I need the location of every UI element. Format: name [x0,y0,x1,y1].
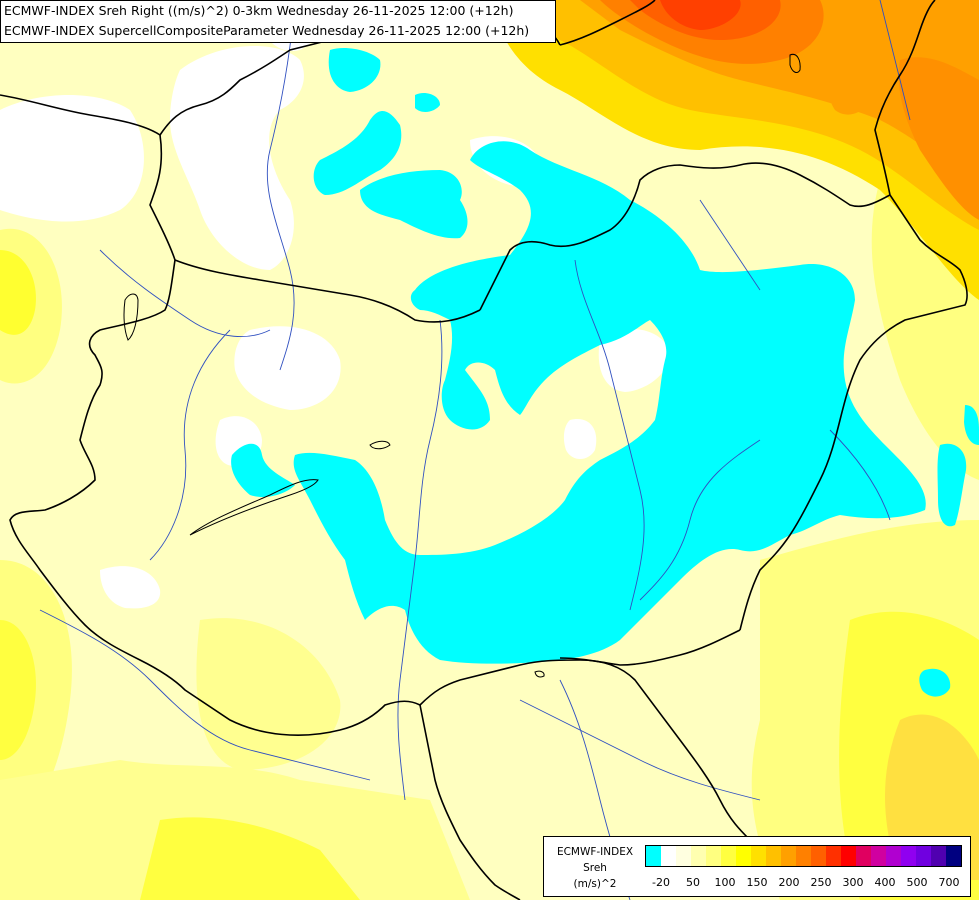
legend-variable: Sreh [583,862,607,874]
legend-color-scale [645,845,962,867]
legend-title: ECMWF-INDEX [556,846,634,858]
legend-swatch [811,846,826,866]
legend-tick-label: 400 [874,876,896,889]
yellow-field [0,180,979,900]
title-line-1: ECMWF-INDEX Sreh Right ((m/s)^2) 0-3km W… [4,3,514,18]
legend-tick-label: 100 [714,876,736,889]
legend-swatch [901,846,916,866]
map-title-box: ECMWF-INDEX Sreh Right ((m/s)^2) 0-3km W… [0,0,556,43]
legend-tick-label: 250 [810,876,832,889]
legend-tick-label: 500 [906,876,928,889]
legend-swatch [856,846,871,866]
legend-swatch [886,846,901,866]
legend-swatch [916,846,931,866]
legend-tick-label: -20 [652,876,670,889]
legend-swatch [751,846,766,866]
color-legend: ECMWF-INDEX Sreh (m/s)^2 -20 50 100 150 200 2… [543,836,971,897]
legend-swatch [691,846,706,866]
legend-swatch [676,846,691,866]
legend-tick-label: 300 [842,876,864,889]
legend-swatch [736,846,751,866]
legend-swatch [766,846,781,866]
legend-swatch [781,846,796,866]
legend-swatch [931,846,946,866]
legend-tick-label: 700 [938,876,960,889]
legend-swatch [946,846,961,866]
legend-tick-label: 200 [778,876,800,889]
lakes [123,53,801,678]
legend-tick-label: 50 [686,876,700,889]
negative-value-cyan-areas [231,48,979,697]
legend-tick-label: 150 [746,876,768,889]
legend-swatch [826,846,841,866]
legend-unit: (m/s)^2 [573,878,617,890]
legend-swatch [646,846,661,866]
legend-swatch [796,846,811,866]
legend-swatch [721,846,736,866]
legend-swatch [706,846,721,866]
legend-swatch [841,846,856,866]
legend-swatch [661,846,676,866]
rivers [39,0,911,900]
high-helicity-region [490,0,979,300]
title-line-2: ECMWF-INDEX SupercellCompositeParameter … [4,23,530,38]
legend-swatch [871,846,886,866]
